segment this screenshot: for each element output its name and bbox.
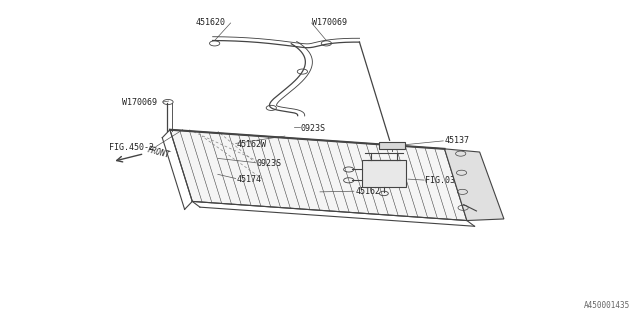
Polygon shape — [362, 160, 406, 187]
Polygon shape — [170, 130, 467, 220]
Text: 0923S: 0923S — [301, 124, 326, 132]
Text: 0923S: 0923S — [256, 159, 281, 168]
Text: FRONT: FRONT — [147, 146, 171, 160]
Text: W170069: W170069 — [312, 19, 348, 28]
Text: A450001435: A450001435 — [584, 301, 630, 310]
FancyBboxPatch shape — [380, 142, 405, 149]
Text: 45137: 45137 — [445, 136, 470, 145]
Text: 45162: 45162 — [355, 188, 380, 196]
Text: W170069: W170069 — [122, 98, 157, 107]
Text: 45174: 45174 — [237, 175, 262, 184]
Text: FIG.036: FIG.036 — [426, 176, 460, 185]
Text: FIG.450-2: FIG.450-2 — [109, 143, 154, 152]
Polygon shape — [445, 149, 504, 220]
Text: 451620: 451620 — [195, 19, 225, 28]
Text: 45162W: 45162W — [237, 140, 267, 148]
